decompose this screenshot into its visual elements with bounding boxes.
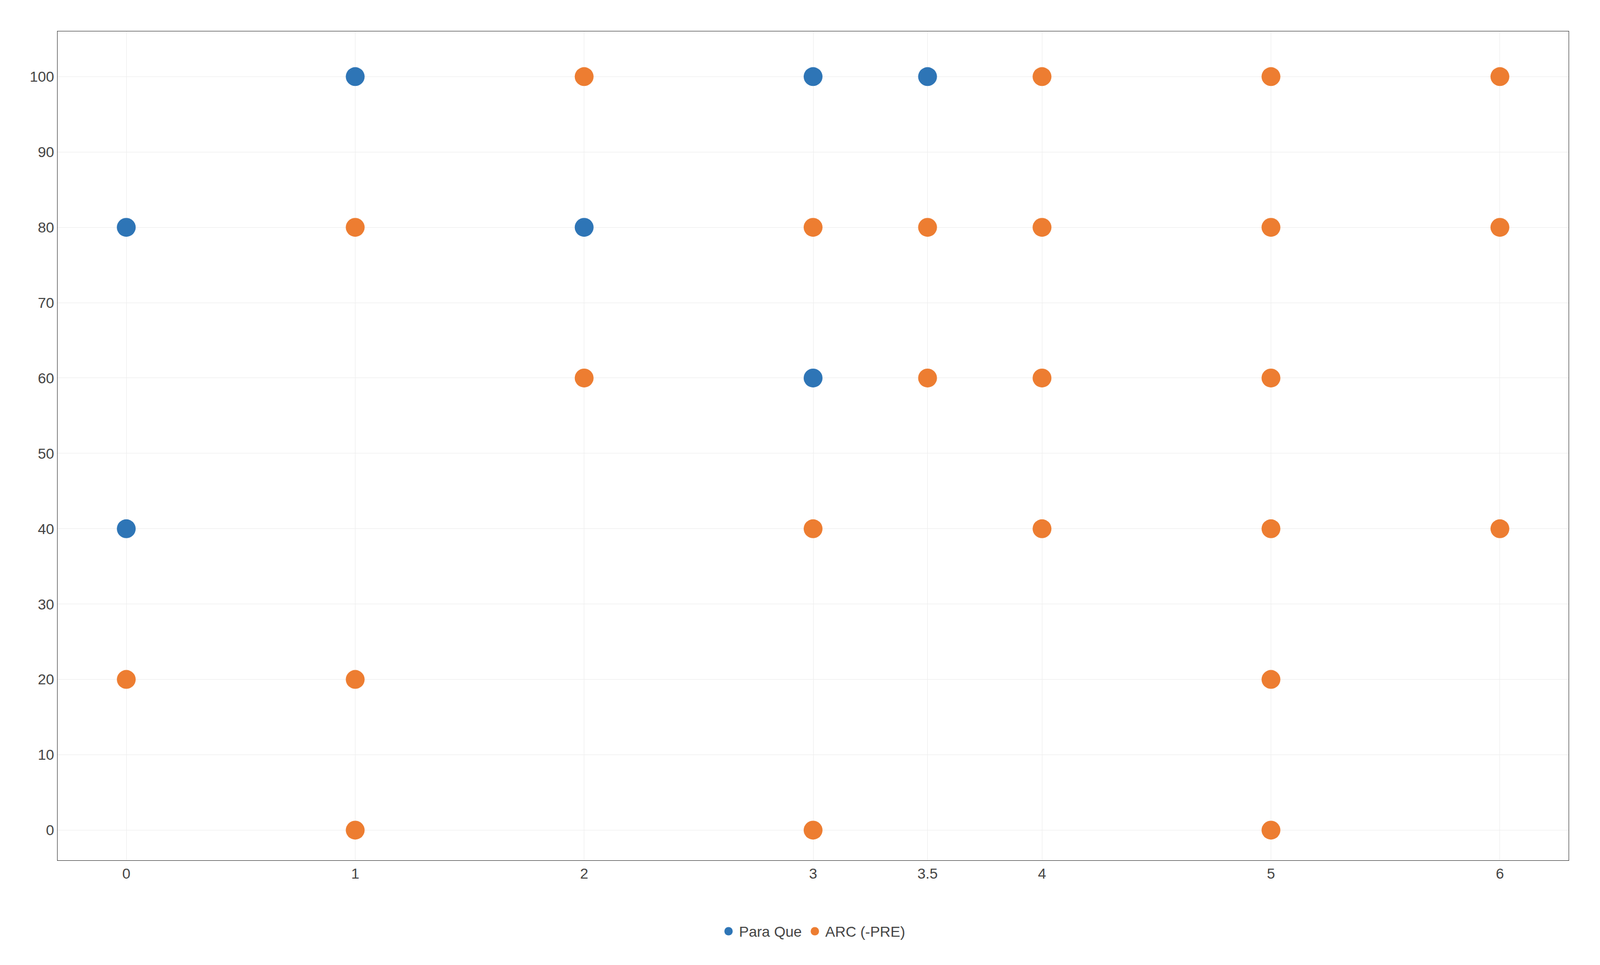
svg-text:70: 70 (37, 294, 54, 311)
svg-text:60: 60 (37, 370, 54, 387)
svg-text:10: 10 (37, 746, 54, 763)
svg-text:40: 40 (37, 520, 54, 538)
svg-text:20: 20 (37, 671, 54, 688)
svg-text:90: 90 (37, 143, 54, 161)
svg-text:50: 50 (37, 445, 54, 462)
svg-text:3: 3 (808, 865, 818, 882)
svg-text:2: 2 (580, 865, 589, 882)
svg-text:1: 1 (351, 865, 360, 882)
svg-text:6: 6 (1495, 865, 1505, 882)
svg-text:0: 0 (121, 865, 131, 882)
svg-text:5: 5 (1267, 865, 1276, 882)
svg-text:80: 80 (37, 219, 54, 236)
svg-text:Para Que: Para Que (739, 923, 803, 940)
svg-text:30: 30 (37, 596, 54, 613)
svg-text:ARC (-PRE): ARC (-PRE) (825, 923, 905, 940)
svg-text:0: 0 (46, 821, 55, 839)
svg-text:4: 4 (1037, 865, 1047, 882)
svg-text:100: 100 (29, 68, 55, 85)
svg-text:3.5: 3.5 (917, 865, 938, 882)
